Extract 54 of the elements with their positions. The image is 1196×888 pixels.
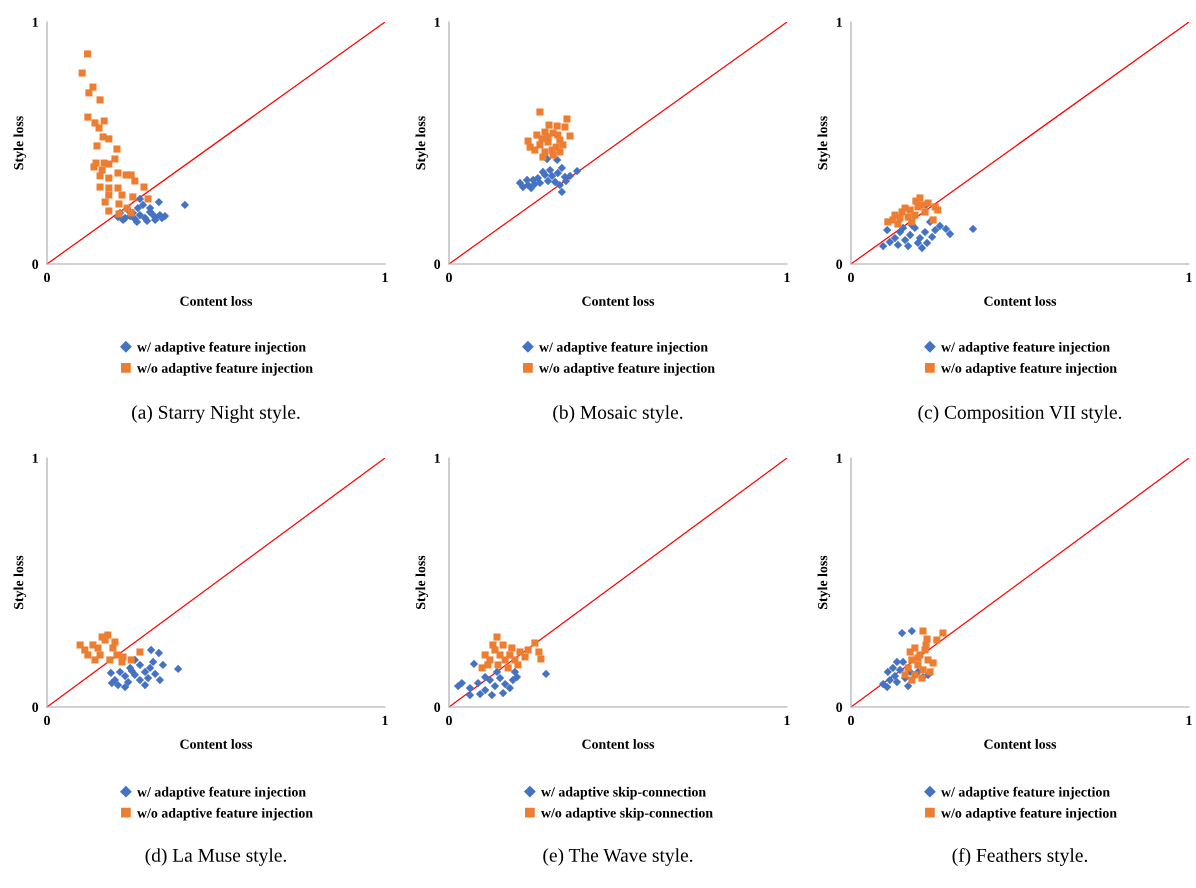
- legend-label: w/o adaptive skip-connection: [541, 807, 713, 821]
- legend-label: w/ adaptive feature injection: [137, 786, 306, 800]
- y-tick-label: 1: [434, 17, 440, 27]
- x-tick-label: 0: [44, 272, 50, 283]
- legend-label: w/ adaptive feature injection: [941, 341, 1110, 355]
- x-tick-label: 1: [1186, 715, 1192, 725]
- y-tick-label: 0: [836, 702, 843, 712]
- y-axis-title: Style loss: [817, 555, 831, 609]
- y-tick-label: 0: [32, 259, 39, 269]
- y-axis-title: Style loss: [415, 116, 429, 170]
- text: (f) Feathers style.: [952, 848, 1088, 866]
- y-tick-label: 1: [32, 17, 38, 27]
- legend-label: w/ adaptive feature injection: [137, 341, 306, 355]
- y-tick-label: 1: [836, 17, 842, 27]
- y-tick-label: 1: [434, 453, 440, 463]
- x-axis-title: Content loss: [984, 739, 1057, 749]
- y-axis-title: Style loss: [13, 116, 27, 170]
- y-tick-label: 0: [32, 702, 39, 712]
- y-axis-title: Style loss: [415, 555, 429, 609]
- x-axis-title: Content loss: [180, 296, 253, 306]
- legend-label: w/o adaptive feature injection: [941, 807, 1117, 821]
- legend-label: w/ adaptive skip-connection: [541, 786, 706, 800]
- x-tick-label: 1: [784, 715, 790, 725]
- y-tick-label: 1: [32, 453, 38, 463]
- x-tick-label: 0: [446, 272, 452, 283]
- y-tick-label: 0: [434, 259, 441, 269]
- y-axis-title: Style loss: [817, 116, 831, 170]
- text: (e) The Wave style.: [543, 848, 693, 866]
- y-tick-label: 0: [434, 702, 441, 712]
- text: (b) Mosaic style.: [553, 405, 683, 423]
- text: (c) Composition VII style.: [918, 405, 1122, 423]
- legend-label: w/ adaptive feature injection: [941, 786, 1110, 800]
- y-tick-label: 1: [836, 453, 842, 463]
- x-tick-label: 0: [44, 715, 50, 726]
- x-tick-label: 1: [1186, 272, 1192, 282]
- x-tick-label: 0: [848, 272, 854, 283]
- legend-label: w/o adaptive feature injection: [941, 362, 1117, 376]
- x-axis-title: Content loss: [582, 739, 655, 749]
- text: (a) Starry Night style.: [132, 405, 300, 423]
- legend-label: w/ adaptive feature injection: [539, 341, 708, 355]
- text: (d) La Muse style.: [145, 848, 286, 866]
- x-axis-title: Content loss: [984, 296, 1057, 306]
- x-tick-label: 0: [848, 715, 854, 726]
- x-axis-title: Content loss: [180, 739, 253, 749]
- x-tick-label: 1: [784, 272, 790, 282]
- x-axis-title: Content loss: [582, 296, 655, 306]
- legend-label: w/o adaptive feature injection: [137, 807, 313, 821]
- legend-label: w/o adaptive feature injection: [539, 362, 715, 376]
- x-tick-label: 0: [446, 715, 452, 726]
- x-tick-label: 1: [382, 715, 388, 725]
- legend-label: w/o adaptive feature injection: [137, 362, 313, 376]
- x-tick-label: 1: [382, 272, 388, 282]
- y-axis-title: Style loss: [13, 555, 27, 609]
- y-tick-label: 0: [836, 259, 843, 269]
